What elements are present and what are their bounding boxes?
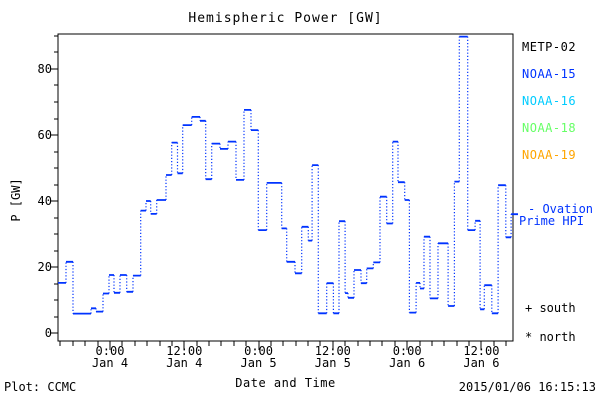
x-tick-label: 0:00 Jan 6	[389, 344, 426, 370]
y-tick-label: 80	[37, 61, 52, 76]
x-tick-label: 12:00 Jan 4	[166, 344, 203, 370]
y-tick-label: 40	[37, 194, 52, 209]
x-tick-label: 12:00 Jan 5	[314, 344, 351, 370]
legend-item-noaa-18: NOAA-18	[522, 121, 577, 135]
x-tick-label: 12:00 Jan 6	[463, 344, 500, 370]
legend-item-noaa-19: NOAA-19	[522, 148, 577, 162]
y-tick-label: 0	[44, 326, 52, 341]
legend-item-noaa-16: NOAA-16	[522, 94, 577, 108]
ovation-label-line2: Prime HPI	[519, 214, 585, 228]
ovation-prime-hpi-label: - Ovation Prime HPI	[519, 203, 593, 227]
x-tick-label: 0:00 Jan 4	[91, 344, 129, 370]
legend-item-noaa-15: NOAA-15	[522, 67, 577, 81]
x-tick-label: 0:00 Jan 5	[240, 344, 277, 370]
south-marker-label: + south	[525, 301, 576, 315]
legend-item-metp-02: METP-02	[522, 40, 577, 54]
ovation-label-line1: - Ovation	[528, 202, 594, 216]
y-tick-label: 20	[37, 260, 52, 275]
generation-timestamp: 2015/01/06 16:15:13	[458, 380, 596, 394]
chart-title: Hemispheric Power [GW]	[188, 11, 383, 26]
x-axis-title: Date and Time	[235, 376, 336, 390]
north-marker-label: * north	[525, 330, 576, 344]
plot-credit: Plot: CCMC	[4, 380, 77, 394]
satellite-legend: METP-02 NOAA-15 NOAA-16 NOAA-18 NOAA-19	[522, 41, 576, 176]
y-tick-label: 60	[37, 128, 52, 142]
